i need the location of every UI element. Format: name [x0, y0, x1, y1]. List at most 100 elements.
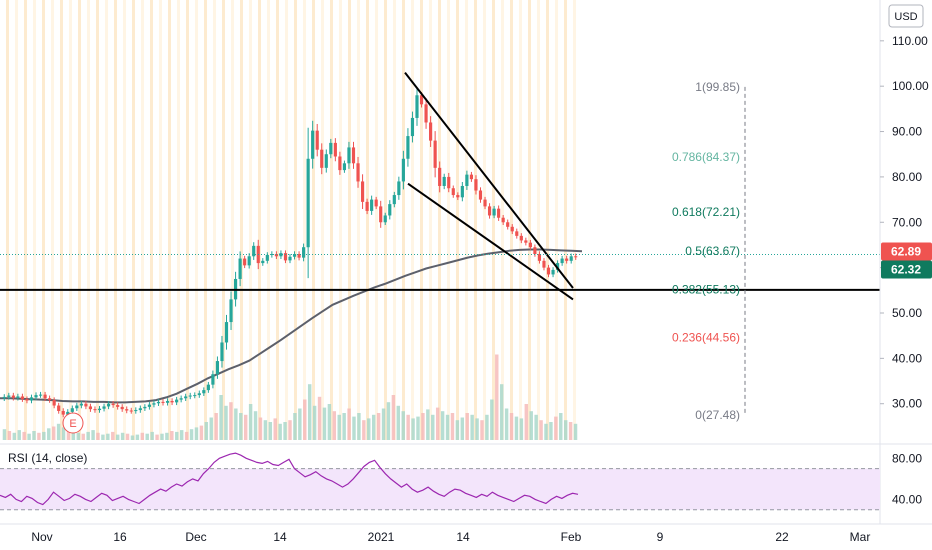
candle-body [16, 396, 20, 398]
candle-body [57, 405, 61, 411]
candle-body [184, 396, 188, 399]
volume-bar [554, 416, 558, 440]
price-tick-label: 90.00 [892, 125, 922, 139]
volume-bar [37, 432, 41, 440]
candle-body [347, 147, 351, 164]
candle-body [483, 199, 487, 207]
highlight-stripe [546, 0, 549, 440]
candle-body [356, 163, 360, 182]
volume-bar [544, 423, 548, 440]
volume-bar [145, 433, 149, 440]
volume-bar [140, 432, 145, 440]
volume-bar [426, 409, 430, 440]
volume-bar [568, 422, 573, 440]
candle-body [97, 408, 102, 411]
volume-bar [416, 416, 420, 440]
wedge-lower-trendline[interactable] [407, 182, 574, 301]
volume-bar [111, 431, 115, 440]
volume-bar [450, 413, 455, 440]
candle-body [501, 217, 505, 223]
candle-body [93, 409, 97, 411]
wedge-upper-trendline[interactable] [404, 71, 574, 289]
volume-bar [42, 431, 46, 440]
volume-bar [179, 430, 184, 440]
candle-body [342, 163, 347, 171]
volume-bar [189, 429, 194, 440]
price-tick-label: 110.00 [892, 34, 928, 48]
earnings-marker-label: E [69, 418, 76, 430]
volume-bar [495, 354, 499, 440]
candle-body [75, 405, 79, 409]
volume-bar [312, 405, 317, 440]
volume-bar [401, 411, 405, 440]
candle-body [565, 258, 569, 261]
candle-body [211, 374, 215, 385]
candle-body [574, 256, 578, 258]
candle-body [474, 179, 478, 191]
candle-body [569, 256, 573, 261]
candle-body [374, 199, 378, 207]
candle-body [315, 130, 319, 150]
volume-bar [352, 416, 356, 440]
volume-bar [17, 430, 21, 440]
candle-body [61, 410, 65, 415]
fibonacci-levels[interactable]: 1(99.85) 0.786(84.37) 0.618(72.21) 0.5(63.6… [672, 80, 740, 422]
volume-bar [194, 427, 199, 440]
candle-body [88, 406, 93, 410]
volume-bar [253, 411, 258, 440]
volume-bar [2, 429, 7, 440]
currency-button[interactable]: USD [888, 4, 924, 28]
candle-body [406, 136, 410, 159]
candle-body [265, 254, 269, 261]
candle-body [487, 206, 492, 216]
highlight-stripe [573, 0, 576, 440]
volume-bar [455, 420, 460, 440]
volume-bar [435, 407, 440, 440]
candle-body [34, 395, 38, 398]
highlight-stripe [312, 0, 315, 440]
fib-level-label: 0.5(63.67) [685, 244, 740, 258]
candle-body [419, 95, 424, 105]
volume-bar [278, 423, 282, 440]
volume-bar [322, 407, 327, 440]
highlight-stripe [456, 0, 459, 440]
rsi-tick-label: 80.00 [892, 451, 922, 465]
price-tick-label: 30.00 [892, 397, 922, 411]
candle-body [120, 406, 124, 410]
time-tick-label: Dec [185, 530, 206, 544]
volume-bar [332, 411, 337, 440]
candle-body [556, 263, 560, 270]
candle-body [292, 254, 297, 257]
highlight-stripe [465, 0, 468, 440]
highlight-stripe [483, 0, 486, 440]
highlight-stripe [276, 0, 279, 440]
candle-body [528, 242, 532, 248]
highlight-stripe [204, 0, 207, 440]
highlight-stripe [249, 0, 252, 440]
highlight-stripe [159, 0, 162, 440]
time-axis[interactable]: Nov 16 Dec 14 2021 14 Feb 9 22 Mar [31, 530, 870, 544]
volume-bar [130, 435, 135, 440]
candle-body [11, 395, 15, 398]
candle-body [197, 393, 201, 396]
volume-bar [101, 434, 105, 440]
candle-body [247, 256, 251, 266]
candle-body [297, 254, 301, 258]
candle-body [224, 322, 229, 343]
rsi-line [0, 452, 579, 506]
volume-bar [106, 433, 110, 440]
highlight-stripe [438, 0, 441, 440]
earnings-marker[interactable]: E [62, 412, 84, 434]
volume-bar [337, 414, 341, 440]
candle-body [442, 176, 446, 186]
candle-body [360, 181, 365, 202]
volume-bar [81, 433, 85, 440]
candle-body [161, 401, 165, 403]
volume-bar [307, 384, 312, 440]
last-price-badge-dark: 62.32 [881, 260, 932, 279]
highlight-stripe [285, 0, 288, 440]
candle-body [415, 95, 419, 118]
fib-level-label: 0.786(84.37) [672, 150, 740, 164]
highlight-stripe [150, 0, 153, 440]
